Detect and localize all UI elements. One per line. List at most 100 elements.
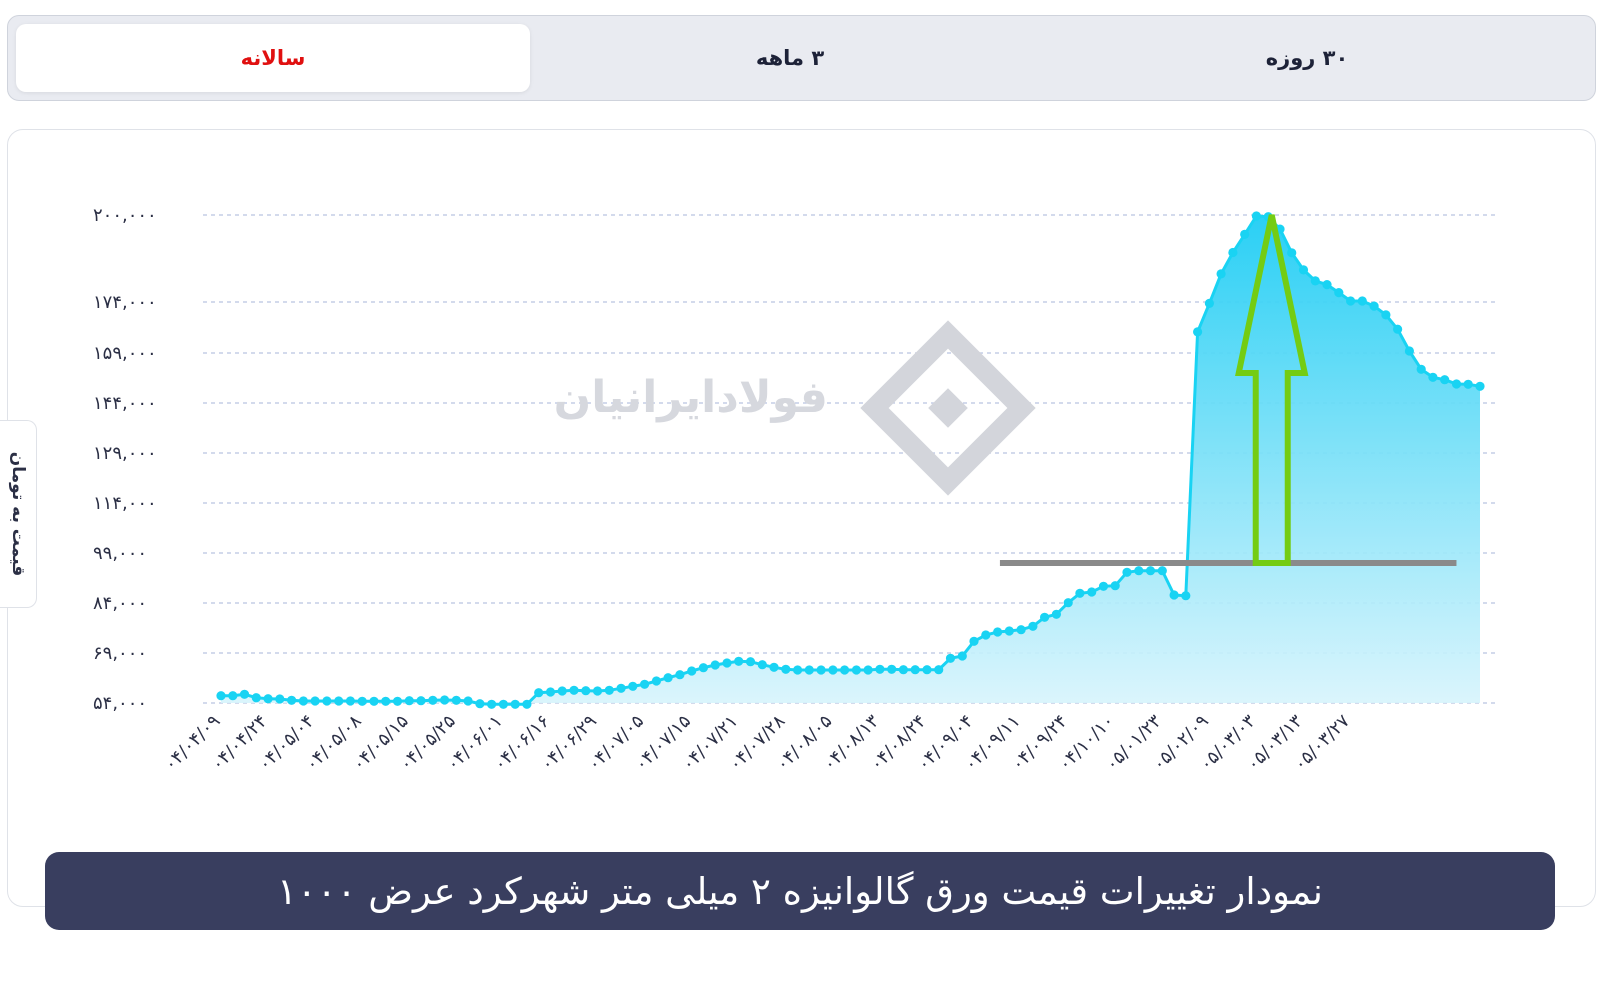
data-point <box>945 653 956 663</box>
data-point <box>722 658 732 668</box>
data-point <box>1016 625 1026 635</box>
data-point <box>1228 247 1238 258</box>
data-point <box>1075 588 1085 598</box>
data-point <box>345 696 355 706</box>
watermark: فولادایرانیان <box>554 320 1036 496</box>
data-point <box>1463 379 1473 389</box>
data-point <box>1051 609 1061 619</box>
data-point <box>1157 566 1167 576</box>
data-point <box>1216 269 1226 279</box>
data-point <box>581 686 591 696</box>
data-point <box>487 699 497 709</box>
y-tick-label: ۱۷۴,۰۰۰ <box>93 292 157 313</box>
data-point <box>263 694 273 704</box>
data-point <box>369 696 379 706</box>
data-point <box>1169 590 1179 600</box>
data-point <box>781 664 791 674</box>
data-point <box>463 696 473 706</box>
data-point <box>1369 301 1379 311</box>
data-point <box>1451 379 1462 389</box>
y-tick-label: ۲۰۰,۰۰۰ <box>93 205 157 226</box>
tab-3-months[interactable]: ۳ ماهه <box>755 46 825 70</box>
y-axis-title: قیمت به تومان <box>8 451 28 577</box>
data-point <box>298 696 308 706</box>
data-point <box>357 696 367 706</box>
data-point <box>1028 621 1038 631</box>
data-point <box>1334 288 1344 298</box>
data-point <box>569 685 579 695</box>
data-point <box>898 665 909 675</box>
data-point <box>1322 280 1332 290</box>
y-tick-label: ۱۱۴,۰۰۰ <box>93 493 157 514</box>
data-point <box>216 691 226 701</box>
data-point <box>828 665 838 675</box>
data-point <box>934 665 944 675</box>
data-point <box>1181 591 1191 601</box>
data-point <box>1204 298 1214 308</box>
data-point <box>1251 211 1261 221</box>
data-point <box>793 665 803 675</box>
data-point <box>616 683 626 693</box>
data-point <box>734 656 744 666</box>
data-point <box>651 676 662 686</box>
data-point <box>534 688 544 698</box>
data-point <box>416 696 426 706</box>
y-tick-label: ۹۹,۰۰۰ <box>93 543 147 564</box>
data-point <box>1063 598 1073 608</box>
data-point <box>381 696 391 706</box>
tab-30-days[interactable]: ۳۰ روزه <box>1265 46 1349 70</box>
data-point <box>1416 364 1426 374</box>
data-point <box>334 696 344 706</box>
chart-caption: نمودار تغییرات قیمت ورق گالوانیزه ۲ میلی… <box>45 852 1555 930</box>
data-point <box>440 695 450 705</box>
data-point <box>510 699 520 709</box>
data-point <box>1287 248 1297 258</box>
data-point <box>545 687 556 697</box>
data-point <box>875 664 885 674</box>
data-point <box>675 670 685 680</box>
data-point <box>769 662 779 672</box>
y-tick-label: ۱۴۴,۰۰۰ <box>93 393 157 414</box>
y-tick-label: ۶۹,۰۰۰ <box>93 643 147 664</box>
data-point <box>757 660 767 670</box>
data-point <box>863 665 873 675</box>
up-arrow-icon <box>1235 214 1309 566</box>
data-point <box>993 627 1003 637</box>
period-tabs: سالانه ۳ ماهه ۳۰ روزه <box>7 15 1596 101</box>
data-point <box>957 651 967 661</box>
data-point <box>522 699 532 709</box>
data-point <box>1098 581 1109 591</box>
data-point <box>851 665 862 675</box>
data-point <box>451 695 461 705</box>
y-tick-label: ۱۲۹,۰۰۰ <box>93 443 157 464</box>
data-point <box>1475 381 1485 391</box>
data-point <box>322 696 332 706</box>
data-point <box>628 681 638 691</box>
data-point <box>475 699 485 709</box>
data-point <box>557 686 567 696</box>
data-point <box>1004 626 1014 636</box>
data-point <box>1134 566 1144 576</box>
data-point <box>251 693 261 703</box>
data-point <box>1145 566 1156 576</box>
price-area <box>221 216 1480 705</box>
data-point <box>840 665 850 675</box>
data-point <box>310 696 320 706</box>
watermark-text: فولادایرانیان <box>554 372 828 423</box>
data-point <box>1393 324 1403 334</box>
data-point <box>1087 587 1097 597</box>
y-tick-label: ۵۴,۰۰۰ <box>93 693 147 714</box>
data-point <box>1428 372 1438 382</box>
data-point <box>275 694 285 704</box>
tab-yearly[interactable]: سالانه <box>16 24 530 92</box>
data-point <box>887 664 897 674</box>
data-point <box>392 696 403 706</box>
data-point <box>1440 375 1450 385</box>
data-point <box>239 689 250 699</box>
data-point <box>710 660 720 670</box>
data-point <box>287 695 297 705</box>
data-point <box>1298 265 1309 275</box>
data-point <box>816 665 826 675</box>
data-point <box>981 630 991 640</box>
